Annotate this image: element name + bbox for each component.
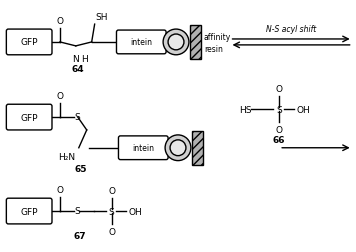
Circle shape — [163, 30, 189, 55]
Text: affinity: affinity — [204, 33, 231, 42]
Text: O: O — [276, 85, 283, 94]
Text: SH: SH — [96, 13, 108, 22]
Text: OH: OH — [129, 207, 142, 216]
FancyBboxPatch shape — [6, 30, 52, 55]
Text: OH: OH — [296, 105, 310, 114]
Text: S: S — [75, 206, 80, 215]
FancyBboxPatch shape — [116, 31, 166, 55]
Text: O: O — [57, 17, 63, 26]
Text: O: O — [57, 185, 63, 195]
Text: 65: 65 — [74, 164, 87, 173]
Text: GFP: GFP — [20, 113, 38, 122]
Text: O: O — [108, 227, 115, 236]
Circle shape — [168, 35, 184, 51]
Text: O: O — [57, 92, 63, 101]
Text: intein: intein — [132, 144, 154, 153]
Circle shape — [170, 140, 186, 156]
FancyBboxPatch shape — [119, 136, 168, 160]
Bar — [192, 132, 203, 165]
Text: H₂N: H₂N — [58, 152, 75, 161]
FancyBboxPatch shape — [6, 198, 52, 224]
Text: N: N — [72, 55, 79, 64]
Text: 64: 64 — [72, 65, 84, 73]
Circle shape — [165, 135, 191, 161]
Text: GFP: GFP — [20, 207, 38, 216]
Text: S: S — [75, 112, 80, 121]
Text: O: O — [108, 186, 115, 196]
Text: GFP: GFP — [20, 38, 38, 47]
Text: intein: intein — [130, 38, 152, 47]
Text: 67: 67 — [73, 231, 86, 240]
Text: resin: resin — [204, 45, 222, 54]
Text: O: O — [276, 125, 283, 135]
Text: S: S — [109, 207, 114, 216]
Text: H: H — [81, 55, 88, 64]
Bar — [190, 26, 201, 59]
Text: HS: HS — [239, 105, 251, 114]
Text: S: S — [276, 105, 282, 114]
Text: 66: 66 — [273, 135, 286, 144]
Text: N-S acyl shift: N-S acyl shift — [266, 25, 316, 34]
FancyBboxPatch shape — [6, 105, 52, 131]
